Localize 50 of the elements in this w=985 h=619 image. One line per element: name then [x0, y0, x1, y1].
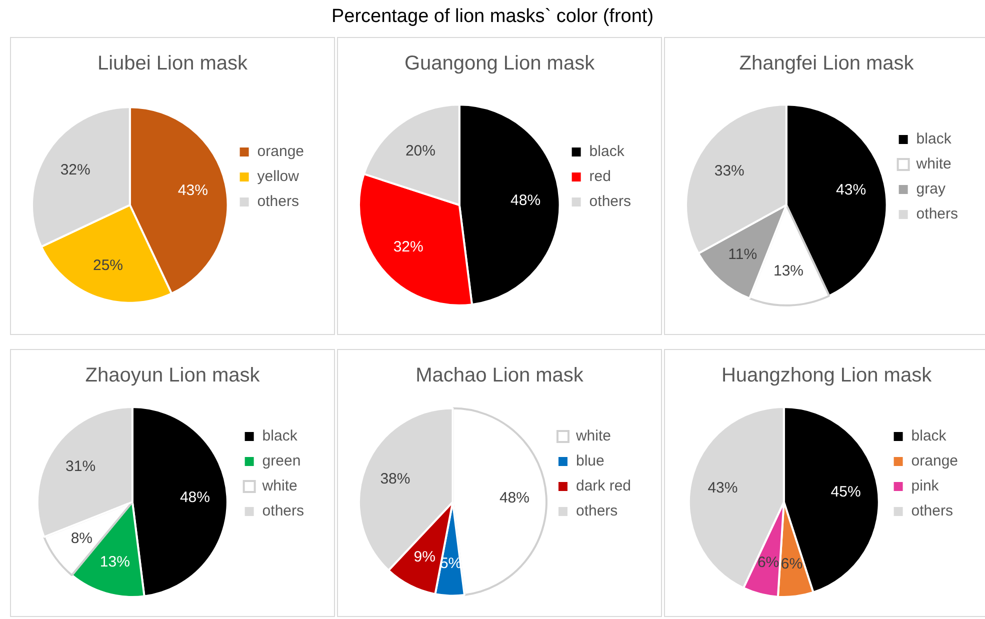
legend-label: orange: [911, 452, 958, 470]
legend-label: others: [257, 193, 299, 210]
chart-title: Zhangfei Lion mask: [739, 52, 915, 75]
legend-label: pink: [911, 478, 940, 495]
chart-title: Machao Lion mask: [416, 364, 584, 387]
chart-title: Zhaoyun Lion mask: [85, 364, 261, 387]
legend-label: others: [262, 502, 304, 520]
data-label: 6%: [780, 555, 803, 572]
legend-label: others: [916, 206, 958, 223]
data-label: 11%: [728, 246, 758, 263]
data-label: 32%: [60, 162, 90, 179]
legend-label: green: [262, 452, 301, 470]
data-label: 9%: [414, 548, 436, 566]
data-label: 43%: [836, 182, 866, 199]
data-label: 13%: [100, 553, 130, 570]
legend-label: black: [911, 428, 947, 445]
data-label: 43%: [178, 182, 208, 200]
legend-label: others: [589, 193, 632, 210]
legend-label: yellow: [257, 168, 300, 186]
data-label: 20%: [405, 142, 436, 160]
data-label: 45%: [830, 483, 861, 500]
data-label: 48%: [510, 192, 541, 209]
data-label: 6%: [757, 554, 780, 571]
legend-label: others: [576, 502, 618, 520]
data-label: 31%: [66, 458, 96, 475]
chart-title: Huangzhong Lion mask: [721, 364, 933, 387]
data-label: 38%: [380, 470, 410, 488]
chart-title: Liubei Lion mask: [97, 52, 249, 75]
legend-label: black: [589, 143, 625, 160]
legend-label: red: [589, 168, 611, 186]
data-label: 48%: [499, 489, 530, 506]
data-label: 48%: [180, 489, 210, 506]
legend-label: black: [262, 428, 298, 445]
legend-label: white: [574, 428, 612, 445]
chart-title: Guangong Lion mask: [404, 52, 596, 75]
data-label: 43%: [708, 479, 738, 496]
text: Percentage of lion masks` color (front): [330, 6, 655, 28]
data-label: 32%: [393, 238, 424, 256]
legend-label: black: [916, 130, 952, 148]
data-label: 13%: [773, 262, 804, 280]
legend-label: white: [261, 478, 298, 495]
data-label: 8%: [70, 530, 93, 547]
data-label: 33%: [714, 162, 744, 180]
legend-label: orange: [257, 143, 304, 160]
legend-label: others: [911, 502, 953, 520]
legend-label: white: [915, 156, 952, 173]
legend-label: dark red: [576, 478, 632, 495]
legend-label: gray: [916, 180, 946, 198]
data-label: 25%: [92, 256, 124, 274]
legend-label: blue: [576, 452, 604, 470]
